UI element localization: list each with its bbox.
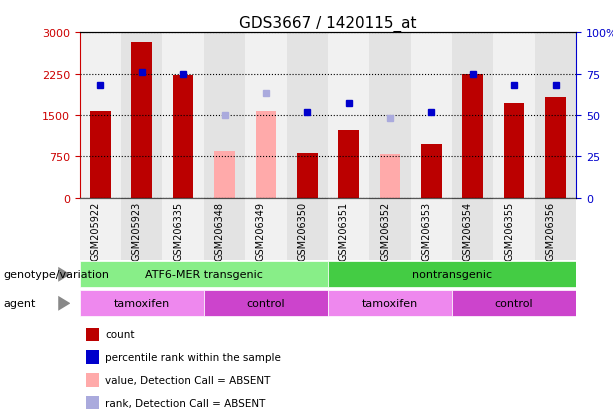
Bar (369, 198, 411, 260)
Text: percentile rank within the sample: percentile rank within the sample (105, 352, 281, 362)
Bar (328, 198, 369, 260)
Bar (338, 131, 359, 198)
Bar (411, 33, 452, 198)
Text: GSM206354: GSM206354 (463, 202, 473, 260)
Bar (421, 145, 442, 198)
Bar (173, 76, 194, 198)
Text: control: control (246, 299, 285, 309)
Bar (121, 33, 162, 198)
Text: GSM205923: GSM205923 (132, 202, 142, 261)
Bar (462, 75, 483, 198)
Bar (545, 98, 566, 198)
Bar (493, 198, 535, 260)
Bar (80, 262, 328, 287)
Bar (80, 198, 121, 260)
Bar (452, 33, 493, 198)
Text: rank, Detection Call = ABSENT: rank, Detection Call = ABSENT (105, 398, 266, 408)
Bar (535, 33, 576, 198)
Bar (287, 198, 328, 260)
Bar (90, 111, 111, 198)
Bar (328, 262, 576, 287)
Bar (411, 198, 452, 260)
Text: GSM205922: GSM205922 (90, 202, 101, 261)
Text: GSM206349: GSM206349 (256, 202, 266, 260)
Polygon shape (58, 296, 70, 311)
Polygon shape (58, 267, 70, 282)
Text: GSM206356: GSM206356 (546, 202, 555, 260)
Bar (287, 33, 328, 198)
Title: GDS3667 / 1420115_at: GDS3667 / 1420115_at (239, 16, 417, 32)
Bar (80, 291, 204, 316)
Text: GSM206353: GSM206353 (421, 202, 432, 260)
Text: value, Detection Call = ABSENT: value, Detection Call = ABSENT (105, 375, 271, 385)
Bar (504, 104, 525, 198)
Bar (328, 33, 369, 198)
Text: GSM206350: GSM206350 (297, 202, 307, 260)
Bar (297, 154, 318, 198)
Text: GSM206355: GSM206355 (504, 202, 514, 261)
Bar (131, 43, 152, 198)
Bar (493, 33, 535, 198)
Text: tamoxifen: tamoxifen (362, 299, 418, 309)
Bar (452, 291, 576, 316)
Text: GSM206351: GSM206351 (338, 202, 349, 260)
Bar (80, 33, 121, 198)
Bar (379, 155, 400, 198)
Bar (369, 33, 411, 198)
Bar (328, 291, 452, 316)
Bar (214, 152, 235, 198)
Text: nontransgenic: nontransgenic (412, 270, 492, 280)
Text: count: count (105, 330, 135, 339)
Bar (452, 198, 493, 260)
Text: control: control (495, 299, 533, 309)
Bar (256, 112, 276, 198)
Text: agent: agent (3, 299, 36, 309)
Text: tamoxifen: tamoxifen (113, 299, 170, 309)
Bar (204, 33, 245, 198)
Bar (162, 198, 204, 260)
Bar (535, 198, 576, 260)
Text: GSM206335: GSM206335 (173, 202, 183, 260)
Text: GSM206348: GSM206348 (215, 202, 224, 260)
Bar (245, 33, 286, 198)
Bar (204, 198, 245, 260)
Text: ATF6-MER transgenic: ATF6-MER transgenic (145, 270, 263, 280)
Bar (121, 198, 162, 260)
Text: GSM206352: GSM206352 (380, 202, 390, 261)
Bar (162, 33, 204, 198)
Bar (204, 291, 328, 316)
Text: genotype/variation: genotype/variation (3, 270, 109, 280)
Bar (245, 198, 286, 260)
